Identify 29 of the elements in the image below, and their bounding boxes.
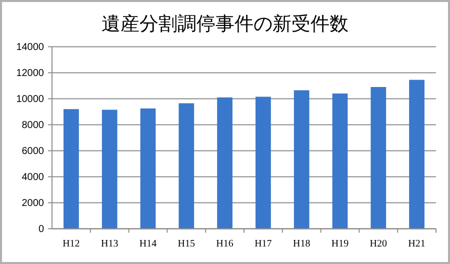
y-tick-label: 4000	[22, 172, 44, 184]
chart-title: 遺産分割調停事件の新受件数	[102, 13, 348, 35]
bar	[256, 96, 271, 229]
x-tick-label: H15	[178, 238, 196, 250]
x-tick-label: H18	[292, 238, 310, 250]
y-tick-label: 8000	[22, 120, 44, 132]
x-tick-label: H12	[62, 238, 80, 250]
y-tick-label: 12000	[16, 68, 44, 80]
bar	[217, 97, 232, 229]
bar	[178, 103, 194, 229]
bar	[332, 94, 348, 229]
x-tick-label: H13	[100, 238, 118, 250]
x-tick-label: H19	[331, 238, 349, 250]
x-tick-label: H20	[370, 238, 388, 250]
bar	[64, 109, 79, 229]
y-tick-label: 0	[38, 224, 44, 236]
x-tick-label: H17	[254, 238, 272, 250]
x-tick-label: H21	[408, 238, 426, 250]
x-tick-label: H14	[139, 238, 157, 250]
bar	[409, 80, 424, 229]
y-tick-label: 6000	[22, 146, 44, 158]
bar	[102, 110, 118, 229]
x-tick-label: H16	[216, 238, 234, 250]
y-tick-label: 14000	[16, 42, 44, 54]
bar	[370, 87, 386, 229]
bar	[294, 90, 310, 229]
bar	[140, 108, 156, 229]
y-tick-label: 2000	[22, 198, 44, 210]
y-tick-label: 10000	[16, 94, 44, 106]
